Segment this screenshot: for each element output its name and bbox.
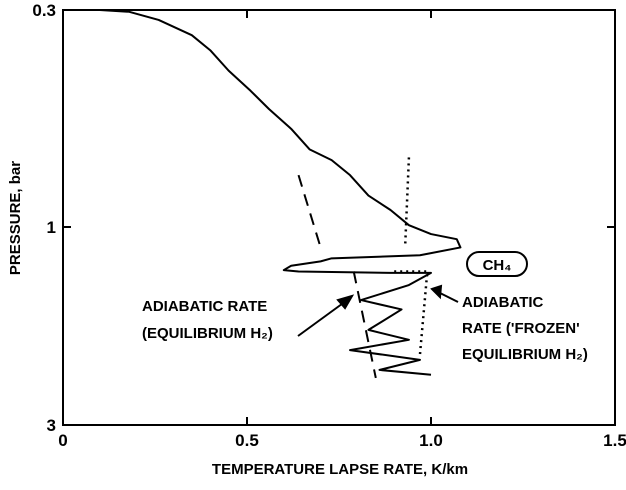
y-tick-label: 1 bbox=[47, 218, 56, 237]
annotation: RATE ('FROZEN' bbox=[462, 320, 580, 337]
x-tick-label: 0.5 bbox=[235, 431, 259, 450]
y-axis-label: PRESSURE, bar bbox=[7, 161, 24, 275]
annotation-box bbox=[466, 251, 528, 277]
x-axis-label: TEMPERATURE LAPSE RATE, K/km bbox=[212, 461, 468, 478]
arrow bbox=[437, 291, 459, 303]
arrow bbox=[297, 300, 347, 337]
data-line bbox=[99, 9, 462, 376]
annotation: (EQUILIBRIUM H₂) bbox=[142, 325, 273, 342]
y-tick-label: 3 bbox=[47, 416, 56, 435]
y-tick-label: 0.3 bbox=[32, 1, 56, 20]
x-tick-label: 1.5 bbox=[603, 431, 626, 450]
data-line bbox=[394, 157, 429, 355]
x-tick-label: 1.0 bbox=[419, 431, 443, 450]
annotation: EQUILIBRIUM H₂) bbox=[462, 346, 588, 363]
annotation: ADIABATIC RATE bbox=[142, 298, 267, 315]
x-tick-label: 0 bbox=[58, 431, 67, 450]
arrowhead bbox=[336, 294, 355, 310]
plot-frame bbox=[62, 9, 616, 426]
annotation: CH₄ bbox=[483, 257, 512, 274]
data-line bbox=[297, 174, 377, 379]
arrowhead bbox=[430, 284, 443, 300]
arrows bbox=[297, 284, 459, 337]
annotation: ADIABATIC bbox=[462, 294, 544, 311]
